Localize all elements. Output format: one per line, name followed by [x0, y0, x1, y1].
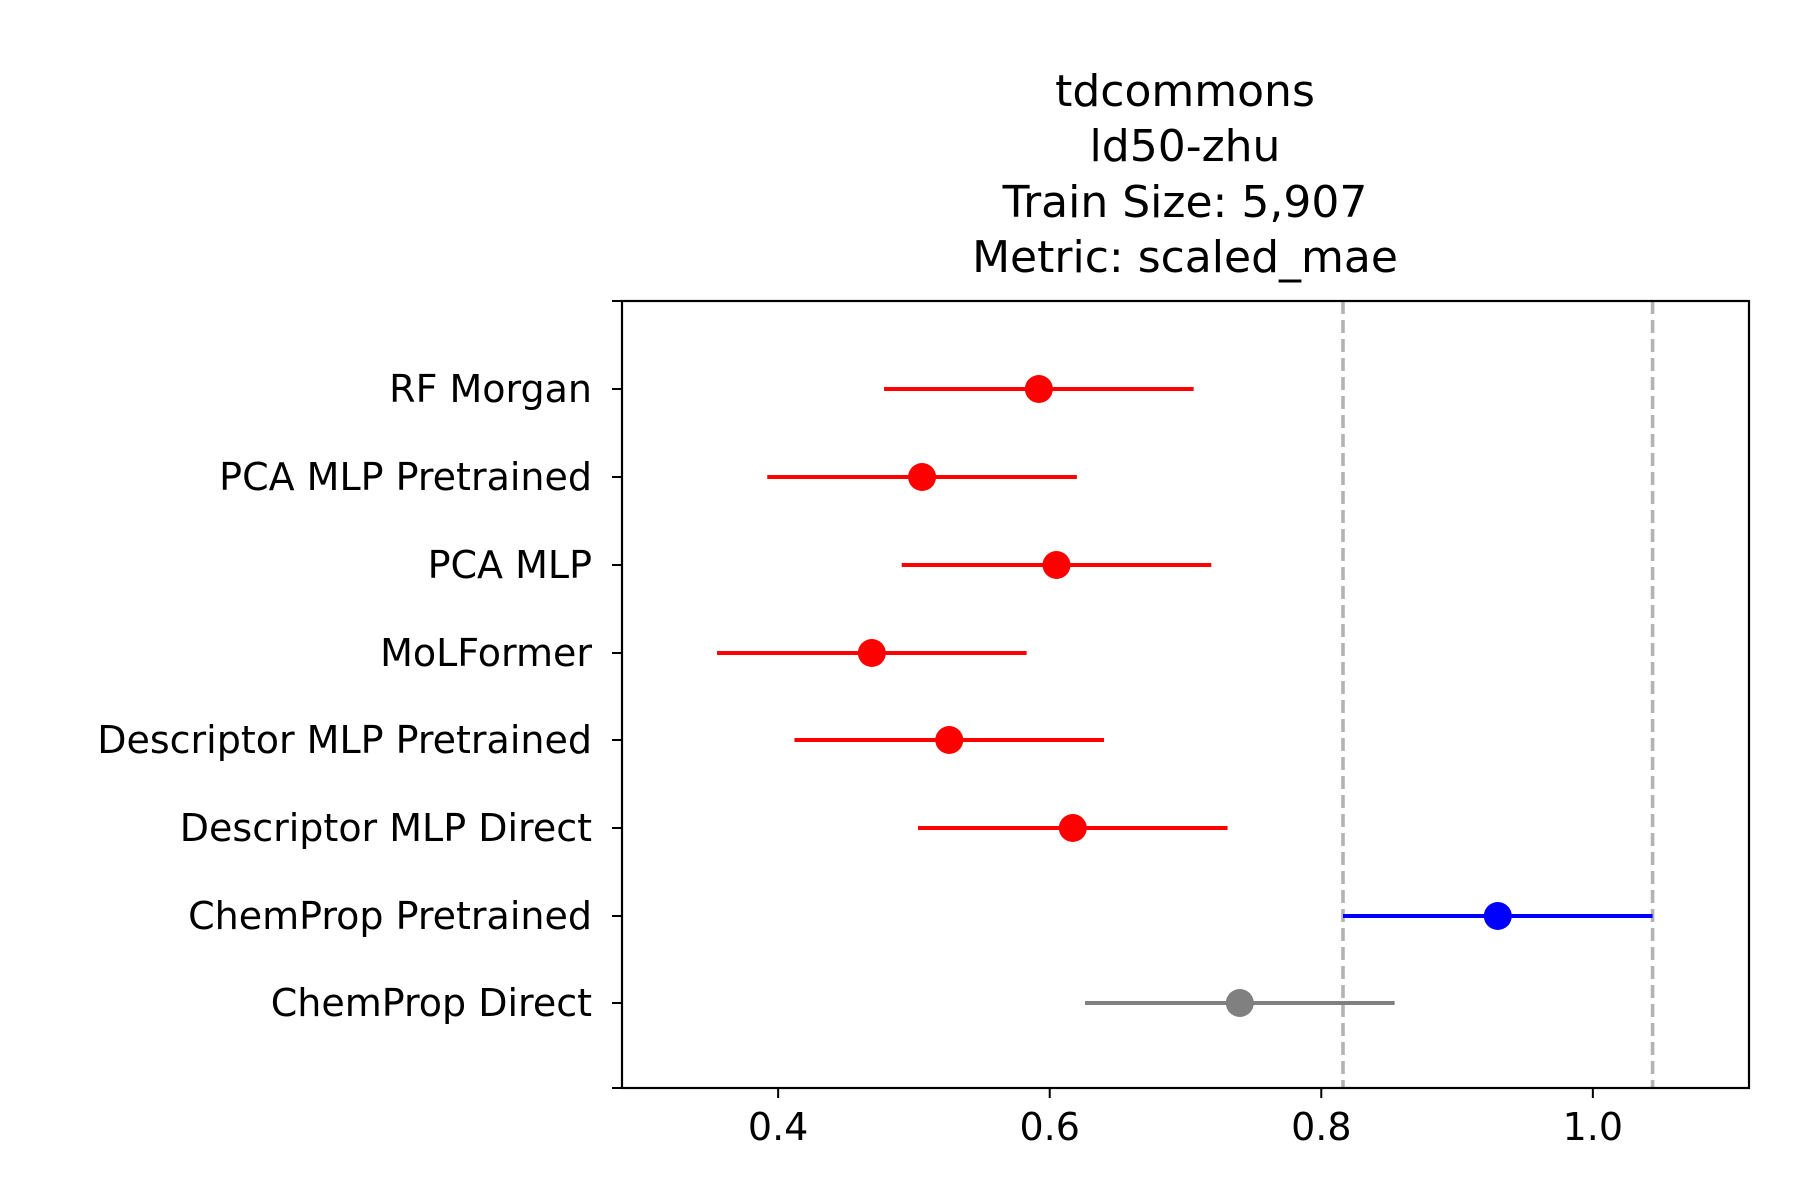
y-axis: RF Morgan PCA MLP Pretrained PCA MLP MoLFor…: [97, 300, 622, 1089]
data-point: [1058, 814, 1087, 842]
data-point: [857, 639, 886, 667]
x-axis: 0.4 0.6 0.8 1.0: [748, 1088, 1623, 1149]
plot-frame: [620, 299, 1751, 1090]
series-marks: [717, 375, 1653, 1017]
reference-lines: [1341, 301, 1655, 1088]
y-tick-label: Descriptor MLP Direct: [180, 806, 592, 850]
x-tick-label: 0.6: [1019, 1105, 1079, 1149]
y-tick-label: PCA MLP Pretrained: [219, 455, 592, 499]
title-line-1: tdcommons: [1055, 66, 1315, 117]
title-line-3: Train Size: 5,907: [1002, 177, 1368, 228]
y-tick-label: ChemProp Pretrained: [188, 894, 592, 938]
x-tick-label: 1.0: [1563, 1105, 1623, 1149]
chart-title: tdcommons ld50-zhu Train Size: 5,907 Met…: [972, 66, 1398, 283]
data-point: [1024, 375, 1053, 403]
title-line-2: ld50-zhu: [1090, 121, 1281, 172]
y-tick-label: PCA MLP: [428, 543, 592, 587]
title-line-4: Metric: scaled_mae: [972, 232, 1398, 283]
x-tick-label: 0.4: [748, 1105, 808, 1149]
y-tick-label: MoLFormer: [380, 631, 592, 675]
x-tick-label: 0.8: [1291, 1105, 1351, 1149]
data-point: [1225, 989, 1254, 1017]
data-point: [908, 463, 937, 491]
y-tick-label: Descriptor MLP Pretrained: [97, 718, 592, 762]
data-point: [1483, 902, 1512, 930]
data-point: [1042, 551, 1071, 579]
data-point: [935, 726, 964, 754]
y-tick-label: RF Morgan: [389, 367, 592, 411]
y-tick-label: ChemProp Direct: [271, 981, 592, 1025]
